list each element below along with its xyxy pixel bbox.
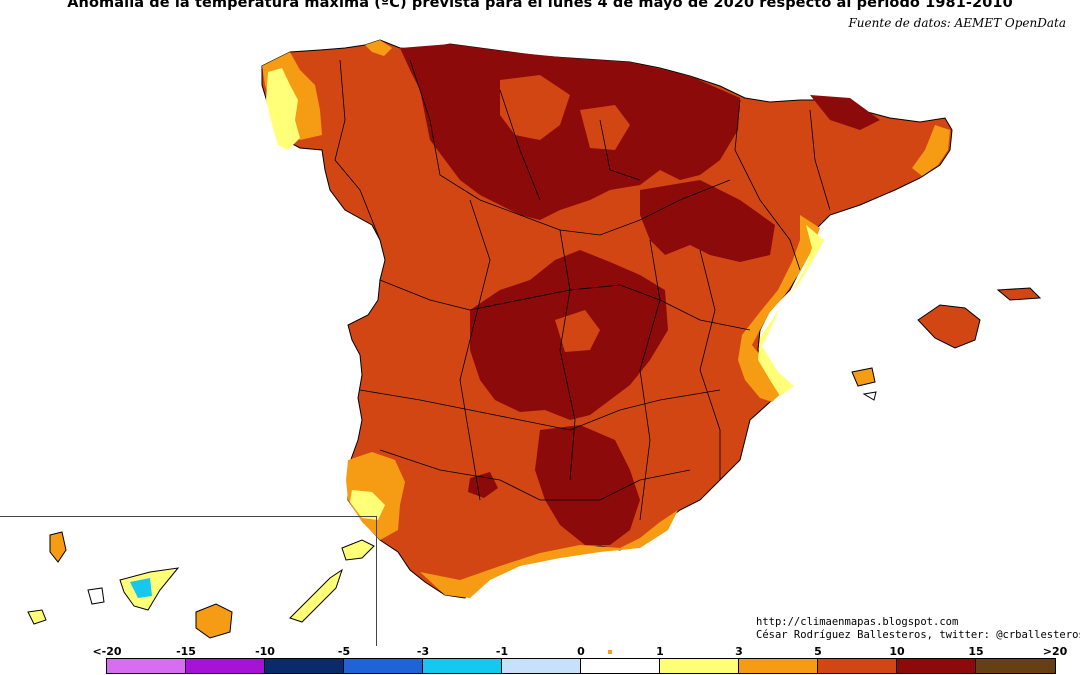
legend-tick-label: 10 [889, 645, 905, 658]
legend-tick-label: 5 [814, 645, 822, 658]
canary-islands [27, 531, 375, 639]
legend-tick-label: -15 [176, 645, 196, 658]
map-credits: http://climaenmapas.blogspot.com César R… [756, 616, 1080, 642]
region-borders [334, 59, 831, 521]
north-inner-red-2 [580, 105, 630, 150]
credit-url[interactable]: http://climaenmapas.blogspot.com [756, 616, 959, 628]
legend-tick-label: -5 [337, 645, 351, 658]
legend-tick-label: 0 [577, 645, 585, 658]
ibiza [851, 367, 876, 387]
legend-swatch [818, 659, 897, 673]
el-hierro [27, 609, 47, 625]
tenerife-teide [130, 578, 152, 598]
legend-tick-label: 15 [968, 645, 984, 658]
pyrenees-dark-red [810, 95, 880, 130]
andalusia-coast-yellow [350, 490, 385, 520]
catalonia-coast-orange [912, 125, 950, 176]
legend-swatch [344, 659, 423, 673]
legend-swatch [660, 659, 739, 673]
galicia-coast-yellow [266, 68, 300, 150]
formentera [862, 391, 877, 401]
legend-tick-label: -10 [255, 645, 275, 658]
legend-swatch [107, 659, 186, 673]
color-legend [106, 658, 1056, 674]
south-dark-red [535, 425, 640, 545]
legend-swatch [976, 659, 1055, 673]
canary-inset-frame [0, 516, 377, 646]
legend-swatch [502, 659, 581, 673]
legend-swatch [897, 659, 976, 673]
legend-tick-label: >20 [1042, 645, 1068, 658]
legend-swatch [739, 659, 818, 673]
data-source: Fuente de datos: AEMET OpenData [848, 16, 1066, 30]
legend-tick-label: 1 [656, 645, 664, 658]
south-coast-orange [420, 510, 678, 598]
legend-tick-label: -1 [495, 645, 509, 658]
legend-tick-label: <-20 [92, 645, 122, 658]
gran-canaria [195, 603, 233, 639]
zero-marker [608, 650, 612, 654]
legend-tick-label: -3 [416, 645, 430, 658]
legend-swatch [423, 659, 502, 673]
north-inner-red [500, 75, 570, 140]
credit-author: César Rodríguez Ballesteros, twitter: @c… [756, 629, 1080, 641]
lanzarote [341, 539, 375, 561]
legend-swatch [581, 659, 660, 673]
cantabrian-coast-orange [365, 40, 392, 56]
map-title: Anomalía de la temperatura máxima (ºC) p… [67, 0, 1013, 11]
levante-coast-yellow [758, 225, 824, 396]
north-dark-red [400, 44, 740, 220]
legend-tick-label: 3 [735, 645, 743, 658]
menorca [996, 287, 1042, 301]
legend-swatch [186, 659, 265, 673]
mallorca [917, 304, 981, 349]
legend-swatch [265, 659, 344, 673]
madrid-red-island [555, 310, 600, 352]
aragon-dark-red [640, 180, 775, 262]
la-gomera [87, 587, 105, 605]
la-palma [49, 531, 67, 563]
fuerteventura [289, 568, 343, 623]
